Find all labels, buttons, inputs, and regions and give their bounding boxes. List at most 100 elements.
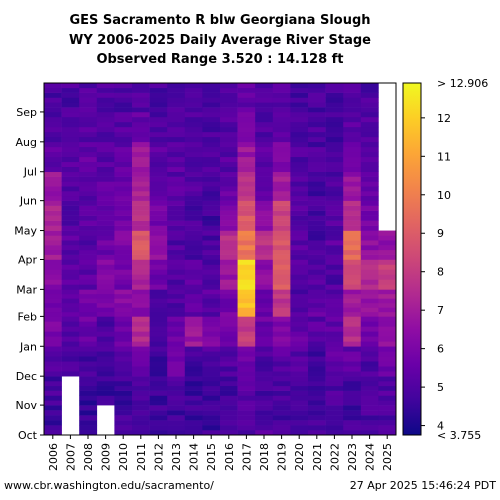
- heatmap-cell: [167, 166, 186, 173]
- heatmap-cell: [308, 293, 326, 299]
- heatmap-cell: [272, 235, 291, 241]
- x-tick-label: 2016: [223, 443, 236, 471]
- heatmap-cell: [325, 302, 344, 308]
- heatmap-cell: [308, 264, 326, 270]
- heatmap-cell: [290, 136, 309, 143]
- heatmap-cell: [79, 230, 98, 236]
- heatmap-cell: [79, 200, 98, 206]
- heatmap-cell: [114, 141, 133, 148]
- heatmap-cell: [290, 259, 309, 265]
- heatmap-cell: [378, 356, 397, 362]
- heatmap-cell: [79, 107, 98, 113]
- heatmap-cell: [272, 181, 291, 187]
- heatmap-cell: [237, 274, 256, 280]
- heatmap-cell: [343, 298, 362, 304]
- heatmap-cell: [114, 366, 133, 372]
- heatmap-cell: [308, 151, 326, 158]
- heatmap-cell: [79, 425, 98, 431]
- heatmap-cell: [44, 151, 62, 158]
- heatmap-cell: [96, 240, 115, 246]
- heatmap-cell: [202, 307, 221, 313]
- heatmap-cell: [290, 361, 309, 367]
- heatmap-cell: [79, 171, 98, 177]
- heatmap-cell: [132, 210, 150, 216]
- heatmap-cell: [114, 121, 133, 128]
- heatmap-cell: [343, 200, 362, 206]
- heatmap-cell: [325, 430, 344, 436]
- heatmap-cell: [202, 326, 221, 332]
- heatmap-cell: [202, 151, 221, 158]
- heatmap-cell: [272, 220, 291, 226]
- heatmap-cell: [237, 186, 256, 192]
- heatmap-cell: [308, 269, 326, 275]
- heatmap-cell: [360, 366, 379, 372]
- heatmap-cell: [220, 279, 238, 285]
- heatmap-cell: [44, 425, 62, 431]
- heatmap-cell: [202, 410, 221, 416]
- heatmap-cell: [325, 151, 344, 158]
- heatmap-cell: [343, 156, 362, 163]
- heatmap-cell: [184, 235, 203, 241]
- heatmap-cell: [96, 259, 115, 265]
- heatmap-cell: [96, 249, 115, 255]
- heatmap-cell: [360, 284, 379, 290]
- heatmap-cell: [237, 249, 256, 255]
- heatmap-cell: [343, 415, 362, 421]
- heatmap-cell: [61, 151, 80, 158]
- heatmap-cell: [132, 425, 150, 431]
- heatmap-cell: [167, 307, 186, 313]
- heatmap-cell: [202, 181, 221, 187]
- heatmap-cell: [114, 356, 133, 362]
- heatmap-cell: [308, 298, 326, 304]
- heatmap-cell: [202, 200, 221, 206]
- heatmap-cell: [308, 326, 326, 332]
- heatmap-cell: [325, 83, 344, 89]
- heatmap-cell: [114, 210, 133, 216]
- heatmap-cell: [61, 321, 80, 327]
- heatmap-cell: [79, 83, 98, 89]
- heatmap-cell: [96, 293, 115, 299]
- heatmap-cell: [149, 298, 168, 304]
- heatmap-cell: [220, 316, 238, 322]
- heatmap-cell: [237, 181, 256, 187]
- heatmap-cell: [167, 141, 186, 148]
- heatmap-cell: [96, 161, 115, 168]
- heatmap-cell: [220, 336, 238, 342]
- heatmap-cell: [132, 400, 150, 406]
- heatmap-cell: [61, 126, 80, 133]
- heatmap-cell: [255, 220, 274, 226]
- heatmap-cell: [290, 385, 309, 391]
- heatmap-cell: [202, 430, 221, 436]
- heatmap-cell: [220, 284, 238, 290]
- heatmap-cell: [114, 195, 133, 201]
- heatmap-cell: [167, 151, 186, 158]
- heatmap-cell: [343, 410, 362, 416]
- heatmap-cell: [343, 284, 362, 290]
- heatmap-cell: [308, 336, 326, 342]
- heatmap-cell: [96, 400, 115, 406]
- heatmap-cell: [290, 356, 309, 362]
- heatmap-cell: [184, 430, 203, 436]
- heatmap-cell: [167, 161, 186, 168]
- heatmap-cell: [272, 102, 291, 108]
- heatmap-cell: [96, 341, 115, 347]
- heatmap-cell: [290, 141, 309, 148]
- heatmap-cell: [255, 385, 274, 391]
- heatmap-cell: [255, 102, 274, 108]
- heatmap-cell: [114, 181, 133, 187]
- heatmap-cell: [184, 361, 203, 367]
- heatmap-cell: [220, 225, 238, 231]
- x-tick-label: 2006: [47, 443, 60, 471]
- heatmap-cell: [132, 356, 150, 362]
- heatmap-cell: [272, 259, 291, 265]
- heatmap-cell: [44, 92, 62, 98]
- heatmap-cell: [114, 225, 133, 231]
- heatmap-cell: [360, 161, 379, 168]
- heatmap-cell: [184, 205, 203, 211]
- heatmap-cell: [272, 371, 291, 377]
- heatmap-cell: [220, 181, 238, 187]
- heatmap-cell: [343, 269, 362, 275]
- heatmap-cell: [184, 254, 203, 260]
- heatmap-cell: [44, 341, 62, 347]
- heatmap-cell: [237, 97, 256, 103]
